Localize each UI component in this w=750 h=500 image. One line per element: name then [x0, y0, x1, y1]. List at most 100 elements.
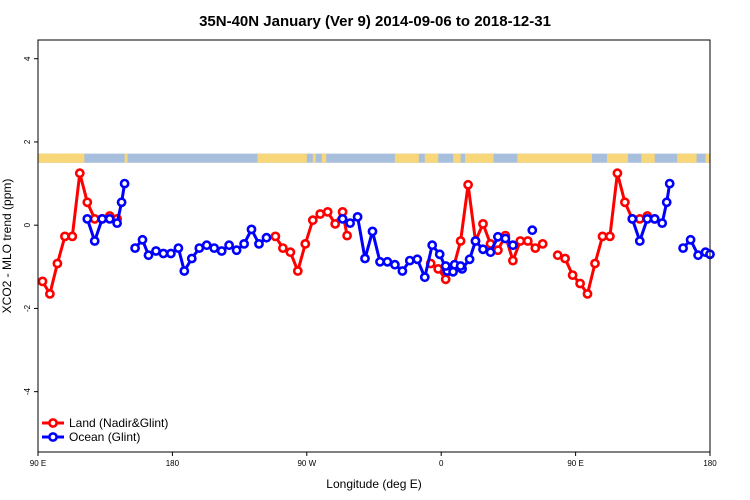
land-ocean-strip: [38, 153, 710, 163]
data-point: [440, 274, 451, 285]
data-point: [231, 245, 242, 256]
data-point: [254, 238, 264, 249]
data-point: [560, 253, 570, 264]
y-tick-label: 4: [23, 56, 32, 61]
data-point: [300, 238, 311, 249]
data-point: [500, 233, 511, 244]
y-tick-label: 0: [23, 222, 32, 227]
land-segment: [257, 153, 307, 163]
data-point: [693, 250, 703, 261]
data-point: [143, 250, 154, 261]
data-point: [463, 179, 473, 190]
x-tick-label: 180: [703, 459, 717, 468]
data-point: [634, 213, 645, 224]
land-segment: [465, 153, 494, 163]
data-point: [620, 197, 630, 208]
data-point: [492, 245, 503, 256]
data-point: [186, 253, 197, 264]
chart-title: 35N-40N January (Ver 9) 2014-09-06 to 20…: [199, 13, 551, 30]
land-segment: [394, 153, 419, 163]
legend-marker: [48, 432, 58, 442]
data-point: [649, 213, 660, 224]
land-segment: [312, 153, 316, 163]
data-point: [82, 213, 93, 224]
data-point: [412, 254, 423, 265]
data-point: [478, 244, 488, 255]
data-point: [508, 255, 518, 266]
data-point: [590, 258, 600, 269]
data-point: [165, 248, 176, 259]
data-point: [433, 263, 444, 274]
data-point: [685, 234, 696, 245]
legend-marker: [48, 418, 58, 428]
data-point: [37, 276, 48, 287]
data-point: [478, 218, 488, 229]
y-tick-label: -4: [23, 388, 32, 396]
x-axis-title: Longitude (deg E): [326, 477, 421, 491]
data-point: [397, 266, 408, 276]
legend-label: Land (Nadir&Glint): [69, 416, 168, 430]
series-line: [630, 183, 672, 243]
data-point: [634, 236, 645, 246]
data-point: [664, 178, 675, 189]
data-point: [277, 243, 288, 253]
data-point: [627, 213, 638, 224]
data-point: [389, 259, 400, 270]
data-point: [360, 253, 370, 264]
data-point: [455, 261, 466, 271]
legend-label: Ocean (Glint): [69, 430, 140, 444]
data-point: [97, 213, 108, 224]
data-point: [661, 197, 672, 208]
data-point: [515, 236, 526, 246]
data-point: [419, 272, 430, 283]
land-segment: [424, 153, 439, 163]
data-point: [261, 232, 272, 243]
data-point: [216, 246, 227, 256]
data-point: [116, 197, 127, 208]
data-point: [612, 168, 623, 179]
land-segment: [453, 153, 461, 163]
ocean-strip: [38, 153, 710, 163]
x-tick-label: 90 E: [30, 459, 46, 468]
data-point: [67, 231, 78, 242]
data-point: [582, 288, 593, 299]
data-point: [464, 254, 475, 265]
x-axis-ticks: 90 E 180 90 W 0 90 E 180: [30, 452, 717, 468]
series-ocean: [82, 178, 715, 283]
data-point: [224, 240, 234, 251]
y-tick-label: -2: [23, 304, 32, 312]
data-point: [74, 168, 85, 179]
data-point: [537, 238, 548, 249]
land-segment: [677, 153, 697, 163]
data-point: [485, 247, 496, 258]
data-point: [605, 231, 615, 242]
data-point: [527, 225, 538, 236]
x-tick-label: 90 W: [297, 459, 316, 468]
y-axis-ticks: -4 -2 0 2 4: [23, 56, 38, 395]
land-segment: [517, 153, 593, 163]
data-point: [292, 266, 303, 276]
data-point: [270, 231, 281, 242]
data-point: [82, 197, 93, 208]
data-point: [112, 218, 122, 228]
data-point: [104, 213, 115, 224]
data-point: [173, 243, 184, 253]
data-point: [382, 256, 393, 267]
data-point: [678, 243, 688, 253]
data-point: [657, 218, 668, 228]
data-point: [352, 211, 363, 222]
x-tick-label: 90 E: [567, 459, 583, 468]
data-point: [315, 209, 326, 219]
data-point: [367, 226, 378, 237]
land-segment: [641, 153, 655, 163]
data-point: [119, 178, 130, 189]
series-layer: [37, 168, 715, 299]
data-point: [209, 243, 220, 253]
data-point: [322, 206, 333, 217]
data-point: [434, 249, 445, 260]
data-point: [470, 236, 481, 246]
data-point: [342, 230, 352, 241]
data-point: [45, 288, 55, 299]
land-segment: [321, 153, 327, 163]
